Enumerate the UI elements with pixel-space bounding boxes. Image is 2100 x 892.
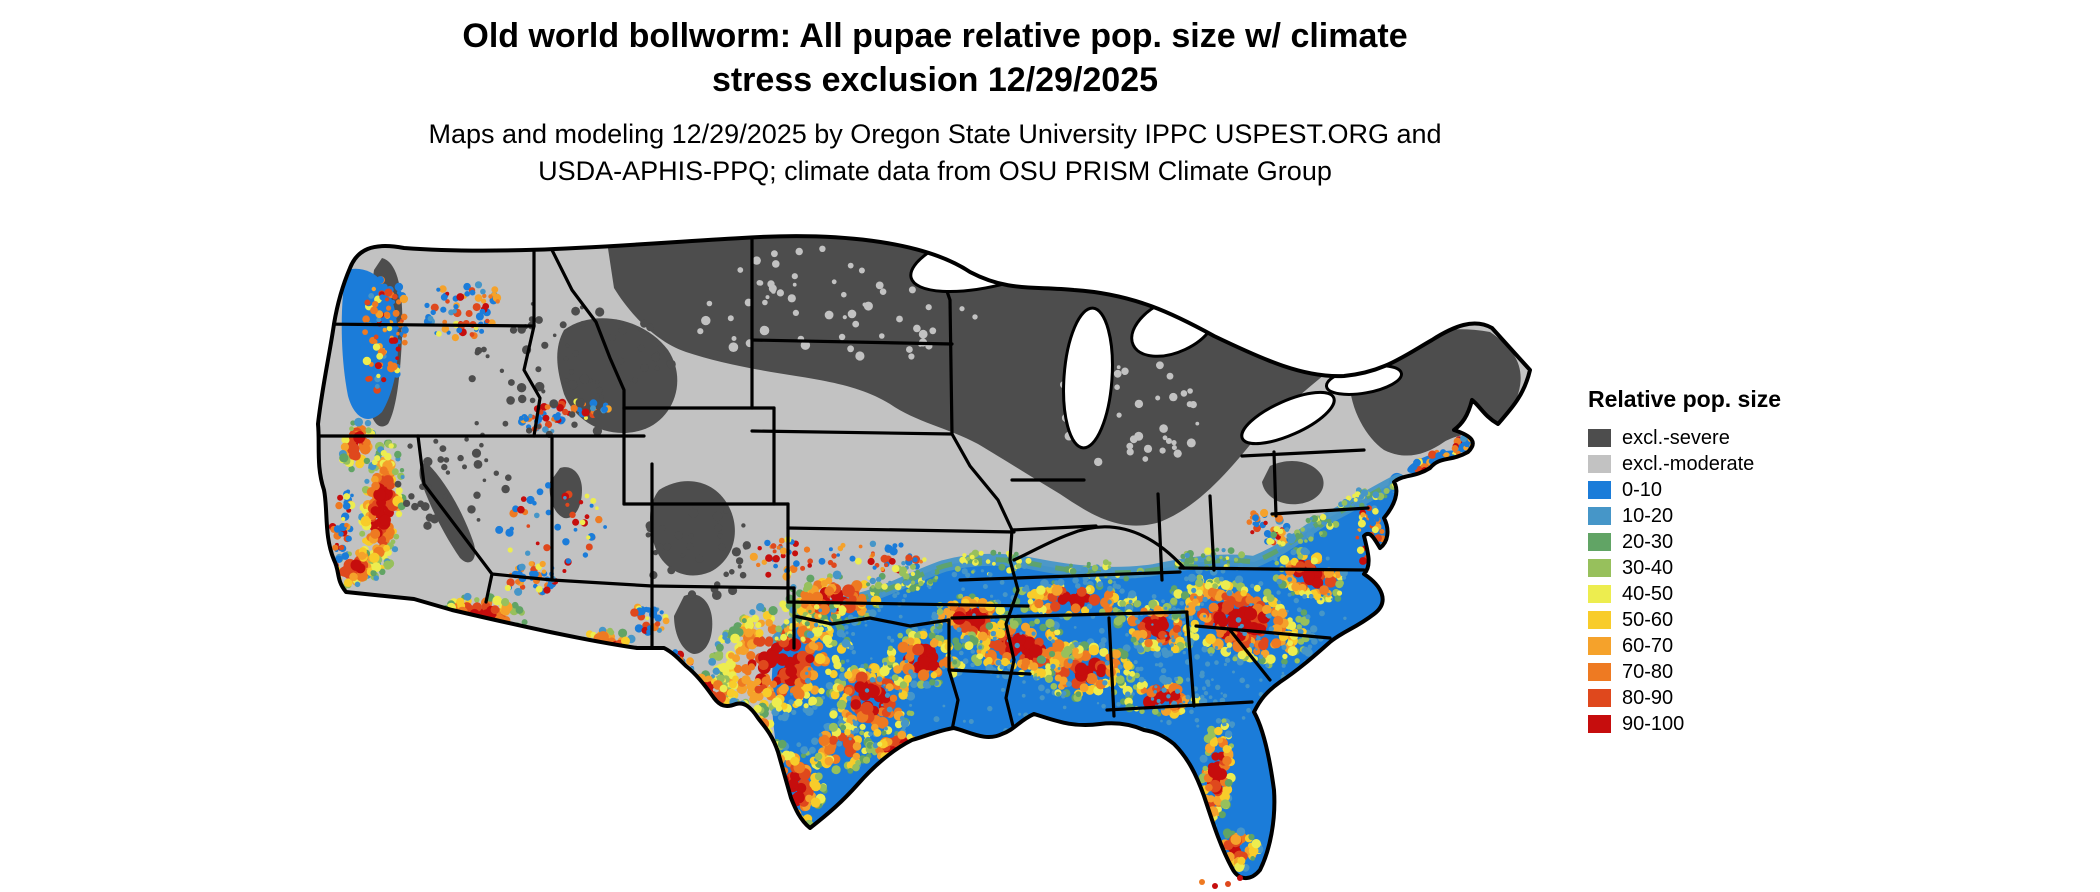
legend-item-label: 10-20 (1622, 505, 1674, 527)
legend-item-label: excl.-moderate (1622, 453, 1755, 475)
legend-item: excl.-moderate (1588, 451, 1781, 477)
legend-swatch (1588, 689, 1611, 707)
legend-swatch (1588, 507, 1611, 525)
legend-item: 90-100 (1588, 711, 1781, 737)
legend-item: 20-30 (1588, 529, 1781, 555)
legend-item: 60-70 (1588, 633, 1781, 659)
legend-item-label: 0-10 (1622, 479, 1663, 501)
map-title: Old world bollworm: All pupae relative p… (115, 14, 1755, 102)
legend-item-label: 40-50 (1622, 583, 1674, 605)
legend-swatch (1588, 585, 1611, 603)
legend-item: 30-40 (1588, 555, 1781, 581)
legend-items: excl.-severe excl.-moderate 0-10 10-20 20-30… (1588, 425, 1781, 737)
legend-item: 50-60 (1588, 607, 1781, 633)
legend-item: 10-20 (1588, 503, 1781, 529)
us-population-map (312, 228, 1552, 891)
legend-item: 0-10 (1588, 477, 1781, 503)
legend-swatch (1588, 429, 1611, 447)
map-subtitle-line-1: Maps and modeling 12/29/2025 by Oregon S… (428, 119, 1442, 149)
map-subtitle: Maps and modeling 12/29/2025 by Oregon S… (115, 116, 1755, 190)
map-subtitle-line-2: USDA-APHIS-PPQ; climate data from OSU PR… (538, 156, 1332, 186)
legend-swatch (1588, 559, 1611, 577)
legend-item: 40-50 (1588, 581, 1781, 607)
map-header: Old world bollworm: All pupae relative p… (115, 14, 1755, 190)
legend: Relative pop. size excl.-severe excl.-mod… (1588, 386, 1781, 737)
legend-item: 70-80 (1588, 659, 1781, 685)
legend-swatch (1588, 663, 1611, 681)
legend-swatch (1588, 455, 1611, 473)
legend-item-label: 60-70 (1622, 635, 1674, 657)
legend-swatch (1588, 637, 1611, 655)
legend-item-label: 90-100 (1622, 713, 1685, 735)
legend-item-label: 80-90 (1622, 687, 1674, 709)
legend-swatch (1588, 533, 1611, 551)
map-title-line-1: Old world bollworm: All pupae relative p… (462, 17, 1408, 55)
legend-item-label: 50-60 (1622, 609, 1674, 631)
legend-swatch (1588, 611, 1611, 629)
legend-title: Relative pop. size (1588, 386, 1782, 412)
legend-item-label: 30-40 (1622, 557, 1674, 579)
legend-swatch (1588, 715, 1611, 733)
legend-swatch (1588, 481, 1611, 499)
legend-item-label: 70-80 (1622, 661, 1674, 683)
legend-item: excl.-severe (1588, 425, 1781, 451)
legend-item-label: 20-30 (1622, 531, 1674, 553)
us-map-svg (316, 234, 1532, 889)
legend-item: 80-90 (1588, 685, 1781, 711)
legend-item-label: excl.-severe (1622, 427, 1730, 449)
map-title-line-2: stress exclusion 12/29/2025 (711, 61, 1159, 99)
